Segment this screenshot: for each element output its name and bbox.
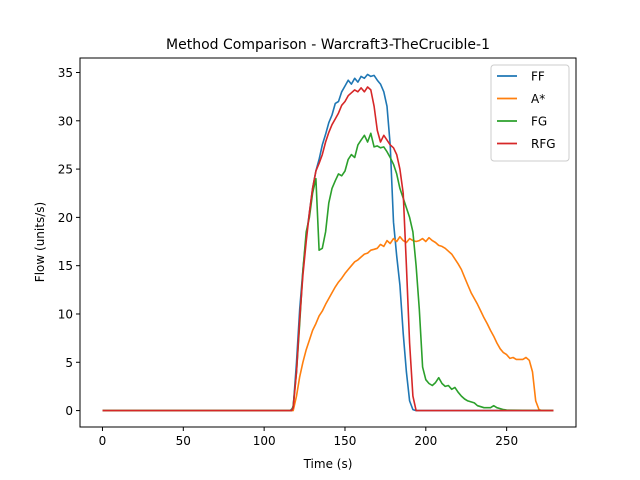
x-tick-label: 150: [334, 434, 357, 448]
y-tick-label: 20: [58, 211, 73, 225]
x-tick-label: 250: [495, 434, 518, 448]
legend-label: FG: [531, 115, 547, 129]
series-line-astar: [102, 235, 554, 412]
x-tick-label: 0: [99, 434, 107, 448]
y-tick-label: 10: [58, 307, 73, 321]
legend-label: A*: [531, 92, 545, 106]
series-line-rfg: [102, 86, 554, 412]
legend-label: RFG: [531, 137, 556, 151]
axes: 0 50 100 150 200 250 0 5 10 15 20 25 30 35: [58, 57, 577, 448]
x-tick-label: 50: [176, 434, 191, 448]
y-tick-label: 35: [58, 66, 73, 80]
legend-label: FF: [531, 70, 545, 84]
legend: FF A* FG RFG: [490, 64, 570, 162]
x-tick-label: 200: [414, 434, 437, 448]
series-line-fg: [102, 132, 554, 412]
y-axis-label: Flow (units/s): [33, 202, 47, 282]
y-tick-label: 0: [65, 404, 73, 418]
plot-area-frame: [79, 57, 577, 428]
y-tick-label: 15: [58, 259, 73, 273]
series-lines: [102, 73, 554, 412]
x-tick-label: 100: [253, 434, 276, 448]
y-tick-label: 5: [65, 356, 73, 370]
chart-title: Method Comparison - Warcraft3-TheCrucibl…: [166, 37, 490, 53]
legend-box: [490, 64, 570, 162]
y-tick-label: 25: [58, 163, 73, 177]
y-tick-label: 30: [58, 114, 73, 128]
x-axis-label: Time (s): [303, 457, 353, 471]
